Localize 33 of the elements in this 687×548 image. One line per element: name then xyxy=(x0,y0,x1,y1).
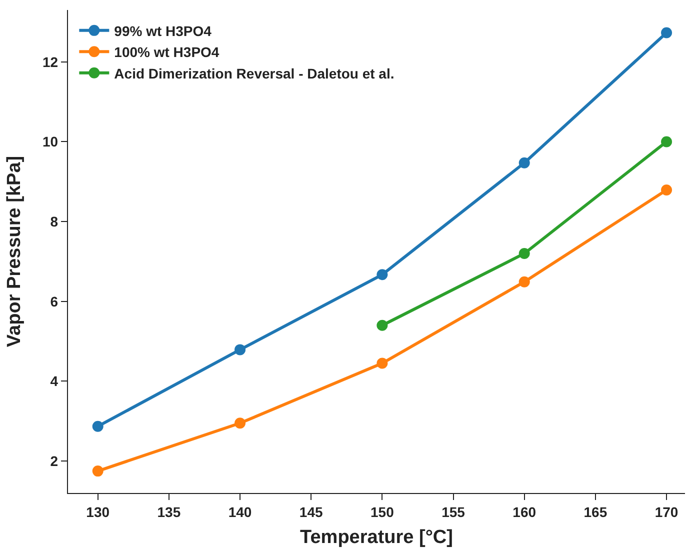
x-tick-label: 155 xyxy=(442,504,466,520)
point xyxy=(376,269,388,280)
x-tick-label: 145 xyxy=(299,504,323,520)
point xyxy=(92,420,104,432)
x-tick-label: 140 xyxy=(228,504,252,520)
y-tick-label: 2 xyxy=(50,452,58,469)
point xyxy=(518,157,530,168)
x-tick-label: 130 xyxy=(86,504,110,520)
x-tick-label: 150 xyxy=(370,504,394,520)
y-tick-label: 8 xyxy=(50,213,58,230)
x-tick-label: 170 xyxy=(654,504,678,520)
point xyxy=(661,136,672,148)
y-tick-label: 4 xyxy=(50,373,58,390)
legend-label: 99% wt H3PO4 xyxy=(114,22,212,39)
y-tick-label: 10 xyxy=(42,134,58,150)
y-axis-title: Vapor Pressure [kPa] xyxy=(4,156,25,348)
legend-label: Acid Dimerization Reversal - Daletou et al. xyxy=(114,65,394,82)
point xyxy=(234,344,246,356)
x-axis-title: Temperature [°C] xyxy=(300,527,453,548)
y-tick-label: 12 xyxy=(42,54,58,70)
point xyxy=(376,358,388,369)
x-tick-label: 135 xyxy=(157,504,181,520)
x-tick-label: 165 xyxy=(584,504,608,520)
point xyxy=(518,276,530,288)
x-tick-label: 160 xyxy=(512,504,536,520)
legend-label: 100% wt H3PO4 xyxy=(114,44,220,60)
y-tick-label: 6 xyxy=(50,293,58,310)
point xyxy=(234,418,246,429)
point xyxy=(92,466,104,477)
point xyxy=(518,248,530,259)
point xyxy=(661,184,672,196)
point xyxy=(376,320,388,331)
point xyxy=(661,27,672,38)
